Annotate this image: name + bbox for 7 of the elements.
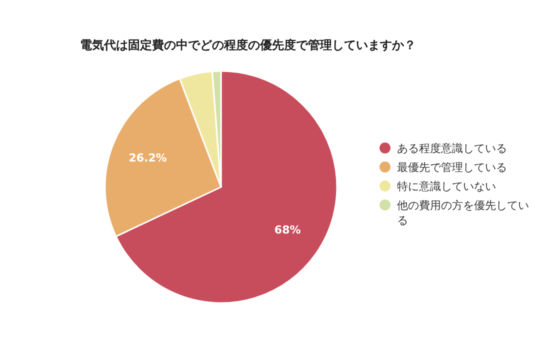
legend-label: 特に意識していない: [397, 180, 496, 193]
legend-label: 最優先で管理している: [397, 161, 507, 174]
data-label: 26.2%: [128, 152, 167, 164]
data-label: 68%: [274, 223, 301, 236]
chart-title: 電気代は固定費の中でどの程度の優先度で管理していますか？: [80, 38, 416, 52]
legend-label: ある程度意識している: [397, 142, 507, 155]
legend-label: 他の費用の方を優先している: [397, 199, 529, 227]
